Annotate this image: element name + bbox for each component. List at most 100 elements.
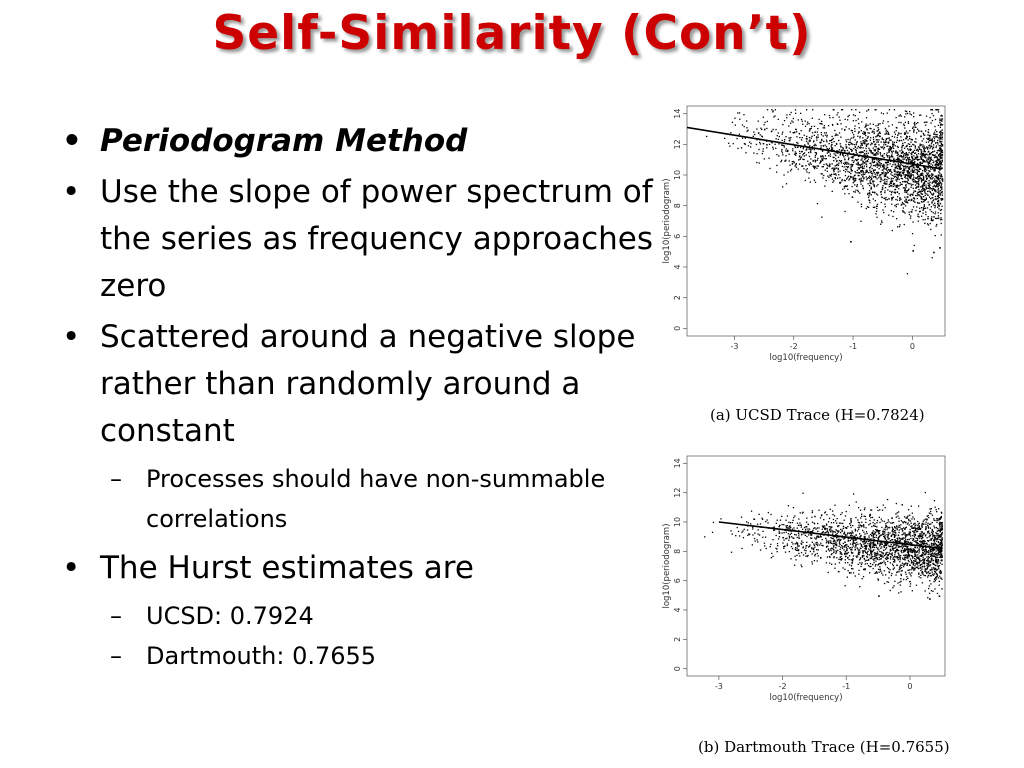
data-point: [795, 549, 797, 551]
data-point: [792, 150, 794, 152]
data-point: [835, 552, 837, 554]
data-point: [941, 524, 943, 526]
data-point: [928, 536, 930, 538]
data-point: [890, 194, 892, 196]
data-point: [900, 549, 902, 551]
data-point: [911, 160, 913, 163]
data-point: [886, 558, 889, 560]
data-point: [858, 553, 860, 555]
data-point: [907, 555, 909, 557]
data-point: [848, 157, 850, 159]
data-point: [939, 156, 941, 158]
data-point: [882, 113, 885, 115]
data-point: [920, 577, 922, 579]
data-point: [931, 537, 934, 539]
data-point: [899, 567, 901, 570]
data-point: [731, 533, 733, 535]
data-point: [816, 549, 818, 551]
data-point: [805, 547, 807, 549]
data-point: [916, 538, 919, 540]
data-point: [918, 191, 920, 193]
data-point: [909, 168, 911, 170]
data-point: [902, 160, 904, 163]
data-point: [858, 524, 860, 526]
data-point: [829, 556, 831, 558]
data-point: [929, 535, 931, 537]
data-point: [929, 187, 931, 189]
data-point: [932, 186, 934, 188]
data-point: [908, 534, 910, 536]
data-point: [882, 209, 884, 211]
data-point: [916, 155, 918, 157]
data-point: [921, 568, 923, 570]
data-point: [840, 160, 842, 162]
data-point: [920, 157, 922, 159]
data-point: [938, 560, 940, 562]
data-point: [864, 533, 866, 535]
data-point: [927, 187, 930, 189]
data-point: [913, 112, 915, 114]
data-point: [888, 169, 890, 171]
data-point: [926, 559, 928, 562]
data-point: [844, 210, 846, 213]
data-point: [847, 570, 849, 572]
data-point: [847, 551, 849, 554]
x-tick-label: -3: [730, 342, 738, 351]
data-point: [936, 563, 938, 565]
data-point: [891, 539, 893, 541]
data-point: [881, 138, 883, 140]
data-point: [913, 155, 915, 157]
data-point: [875, 176, 877, 179]
data-point: [917, 565, 919, 567]
data-point: [817, 522, 819, 525]
data-point: [886, 112, 888, 114]
data-point: [871, 551, 873, 553]
data-point: [921, 546, 923, 548]
data-point: [907, 173, 909, 175]
data-point: [854, 549, 856, 551]
data-point: [912, 549, 914, 552]
data-point: [907, 171, 909, 173]
data-point: [873, 546, 876, 548]
data-point: [880, 179, 882, 181]
x-tick-label: -3: [715, 682, 723, 691]
data-point: [940, 212, 942, 215]
data-point: [941, 149, 943, 151]
data-point: [835, 134, 838, 136]
data-point: [916, 561, 918, 563]
data-point: [787, 533, 789, 535]
data-point: [942, 145, 944, 147]
data-point: [867, 132, 869, 134]
data-point: [887, 137, 889, 139]
data-point: [821, 525, 824, 527]
data-point: [938, 508, 940, 510]
data-point: [796, 141, 798, 144]
data-point: [928, 544, 930, 546]
data-point: [806, 135, 808, 138]
data-point: [930, 513, 932, 515]
data-point: [837, 549, 839, 552]
data-point: [919, 174, 921, 176]
data-point: [881, 552, 883, 554]
data-point: [752, 135, 754, 137]
data-point: [922, 534, 924, 536]
data-point: [920, 564, 922, 566]
data-point: [930, 192, 932, 194]
data-point: [908, 143, 911, 145]
data-point: [890, 155, 892, 157]
data-point: [873, 140, 875, 142]
data-point: [899, 540, 901, 542]
data-point: [766, 147, 768, 149]
data-point: [925, 549, 927, 551]
data-point: [940, 154, 942, 156]
data-point: [790, 526, 792, 529]
data-point: [915, 165, 917, 167]
data-point: [893, 141, 895, 144]
data-point: [832, 116, 834, 119]
data-point: [917, 165, 920, 167]
data-point: [861, 180, 863, 182]
data-point: [789, 528, 791, 530]
data-point: [759, 141, 761, 144]
data-point: [930, 553, 933, 555]
data-point: [936, 159, 938, 162]
